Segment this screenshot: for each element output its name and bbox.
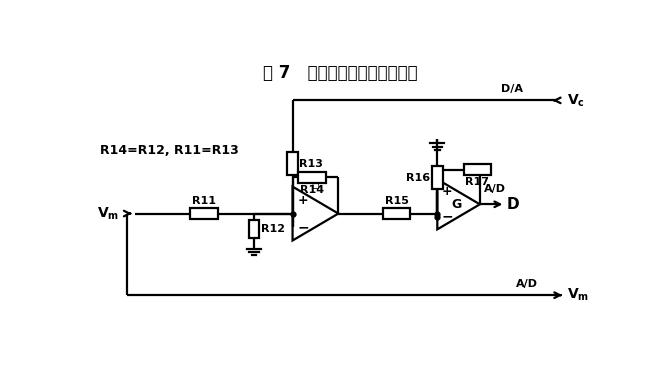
Text: R16: R16 bbox=[406, 173, 430, 183]
Text: D: D bbox=[507, 197, 519, 212]
Text: −: − bbox=[297, 220, 309, 234]
Text: 器: 器 bbox=[311, 177, 319, 191]
Text: A/D: A/D bbox=[483, 184, 506, 194]
Text: 图 7   改进精度部分电路原理图: 图 7 改进精度部分电路原理图 bbox=[263, 64, 418, 82]
Text: R15: R15 bbox=[384, 196, 408, 206]
Bar bbox=[463, 164, 491, 175]
Text: R11: R11 bbox=[192, 196, 216, 206]
Bar bbox=[382, 208, 410, 219]
Text: R14=R12, R11=R13: R14=R12, R11=R13 bbox=[100, 144, 239, 157]
Bar bbox=[287, 152, 298, 175]
Text: +: + bbox=[297, 194, 308, 206]
Bar bbox=[298, 172, 325, 183]
Text: R14: R14 bbox=[299, 185, 324, 195]
Text: $\mathbf{V_m}$: $\mathbf{V_m}$ bbox=[97, 205, 120, 222]
Text: $\mathbf{V_c}$: $\mathbf{V_c}$ bbox=[566, 92, 584, 109]
Text: G: G bbox=[452, 198, 461, 211]
Text: $\mathbf{V_m}$: $\mathbf{V_m}$ bbox=[566, 287, 589, 303]
Text: 减法: 减法 bbox=[307, 170, 323, 184]
Text: R12: R12 bbox=[261, 224, 285, 234]
Text: A/D: A/D bbox=[517, 279, 539, 289]
Text: R17: R17 bbox=[465, 177, 489, 187]
Text: +: + bbox=[441, 185, 452, 198]
Text: −: − bbox=[441, 210, 453, 224]
Text: R13: R13 bbox=[299, 159, 323, 169]
Bar bbox=[432, 166, 443, 190]
Text: D/A: D/A bbox=[501, 84, 523, 94]
Bar bbox=[190, 208, 218, 219]
Bar bbox=[249, 220, 260, 238]
